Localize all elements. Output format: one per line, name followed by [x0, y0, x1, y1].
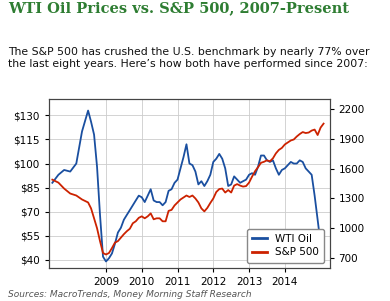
- Text: Sources: MacroTrends, Money Morning Staff Research: Sources: MacroTrends, Money Morning Staf…: [8, 290, 252, 299]
- Text: The S&P 500 has crushed the U.S. benchmark by nearly 77% over
the last eight yea: The S&P 500 has crushed the U.S. benchma…: [8, 47, 369, 70]
- Text: WTI Oil Prices vs. S&P 500, 2007-Present: WTI Oil Prices vs. S&P 500, 2007-Present: [8, 2, 349, 16]
- Legend: WTI Oil, S&P 500: WTI Oil, S&P 500: [247, 229, 324, 263]
